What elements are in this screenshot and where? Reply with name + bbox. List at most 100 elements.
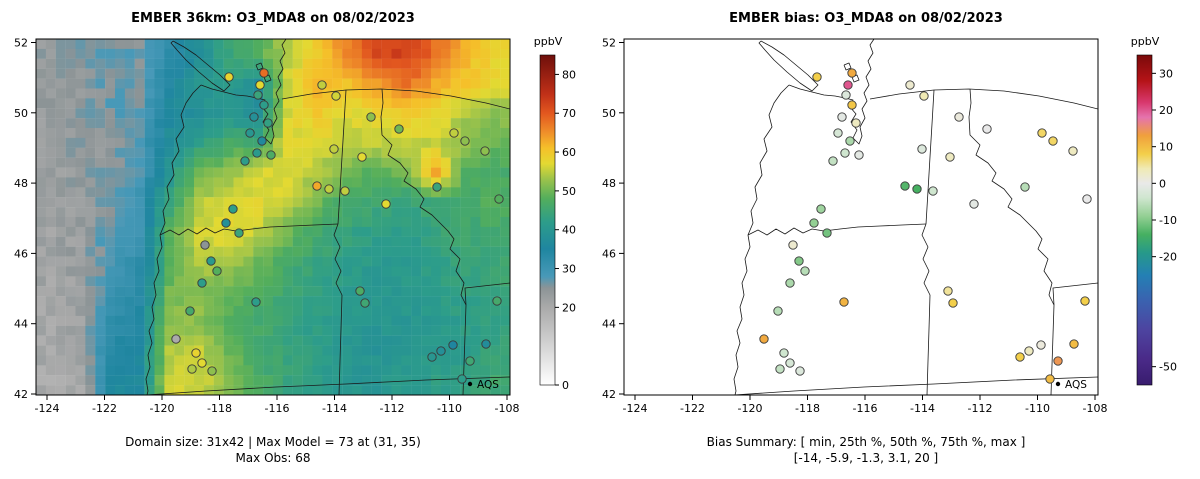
station-point (773, 306, 783, 316)
raster-cell (322, 88, 333, 99)
raster-cell (431, 48, 442, 59)
raster-cell (95, 335, 106, 346)
raster-cell (115, 335, 126, 346)
raster-cell (174, 197, 185, 208)
raster-cell (144, 88, 155, 99)
raster-cell (371, 325, 382, 336)
raster-cell (233, 78, 244, 89)
raster-cell (431, 276, 442, 287)
raster-cell (273, 167, 284, 178)
raster-cell (223, 335, 234, 346)
raster-cell (65, 147, 76, 158)
raster-cell (421, 345, 432, 356)
raster-cell (243, 256, 254, 267)
raster-cell (45, 385, 56, 395)
raster-cell (194, 375, 205, 386)
raster-cell (342, 385, 353, 395)
station-point (833, 128, 843, 138)
raster-cell (361, 118, 372, 129)
raster-cell (352, 246, 363, 257)
raster-cell (243, 108, 254, 119)
raster-cell (55, 137, 66, 148)
raster-cell (124, 197, 135, 208)
raster-cell (371, 236, 382, 247)
raster-cell (233, 345, 244, 356)
raster-cell (65, 157, 76, 168)
raster-cell (332, 128, 343, 139)
raster-cell (371, 58, 382, 69)
raster-cell (342, 88, 353, 99)
raster-cell (342, 137, 353, 148)
raster-cell (273, 345, 284, 356)
raster-cell (85, 147, 96, 158)
raster-cell (312, 39, 323, 50)
raster-cell (203, 286, 214, 297)
raster-cell (401, 88, 412, 99)
raster-cell (490, 226, 501, 237)
raster-cell (45, 167, 56, 178)
raster-cell (65, 39, 76, 50)
raster-cell (421, 48, 432, 59)
x-tick-label: -108 (1083, 402, 1108, 415)
raster-cell (253, 197, 264, 208)
raster-cell (282, 355, 293, 366)
raster-cell (431, 266, 442, 277)
raster-cell (371, 157, 382, 168)
raster-cell (164, 157, 175, 168)
station-point (812, 72, 822, 82)
raster-cell (115, 315, 126, 326)
raster-cell (500, 385, 510, 395)
raster-cell (233, 375, 244, 386)
raster-cell (36, 325, 47, 336)
raster-cell (421, 246, 432, 257)
raster-cell (115, 58, 126, 69)
raster-cell (115, 306, 126, 317)
raster-cell (352, 58, 363, 69)
raster-cell (124, 236, 135, 247)
raster-cell (460, 217, 471, 228)
station-point (900, 181, 910, 191)
raster-cell (431, 226, 442, 237)
raster-cell (401, 226, 412, 237)
raster-cell (332, 58, 343, 69)
raster-cell (480, 246, 491, 257)
station-point (1068, 146, 1078, 156)
raster-cell (85, 375, 96, 386)
raster-cell (253, 187, 264, 198)
raster-cell (124, 306, 135, 317)
raster-cell (381, 306, 392, 317)
raster-cell (95, 197, 106, 208)
aqs-legend-dot (467, 381, 473, 387)
raster-cell (352, 78, 363, 89)
raster-cell (243, 78, 254, 89)
raster-cell (450, 39, 461, 50)
raster-cell (352, 187, 363, 198)
raster-cell (470, 315, 481, 326)
raster-cell (460, 157, 471, 168)
raster-cell (361, 266, 372, 277)
raster-cell (450, 375, 461, 386)
station-point (1045, 374, 1055, 384)
raster-cell (263, 197, 274, 208)
raster-cell (391, 39, 402, 50)
raster-cell (273, 296, 284, 307)
raster-cell (312, 355, 323, 366)
raster-cell (65, 296, 76, 307)
raster-cell (134, 68, 145, 79)
raster-cell (292, 385, 303, 395)
raster-cell (154, 88, 165, 99)
raster-cell (500, 108, 510, 119)
raster-cell (322, 325, 333, 336)
raster-cell (134, 385, 145, 395)
raster-cell (75, 256, 86, 267)
raster-cell (391, 167, 402, 178)
x-tick-label: -108 (495, 402, 520, 415)
raster-cell (421, 78, 432, 89)
raster-cell (223, 315, 234, 326)
raster-cell (391, 375, 402, 386)
raster-cell (213, 137, 224, 148)
x-tick-label: -116 (265, 402, 290, 415)
raster-cell (45, 246, 56, 257)
raster-cell (154, 335, 165, 346)
raster-cell (75, 177, 86, 188)
